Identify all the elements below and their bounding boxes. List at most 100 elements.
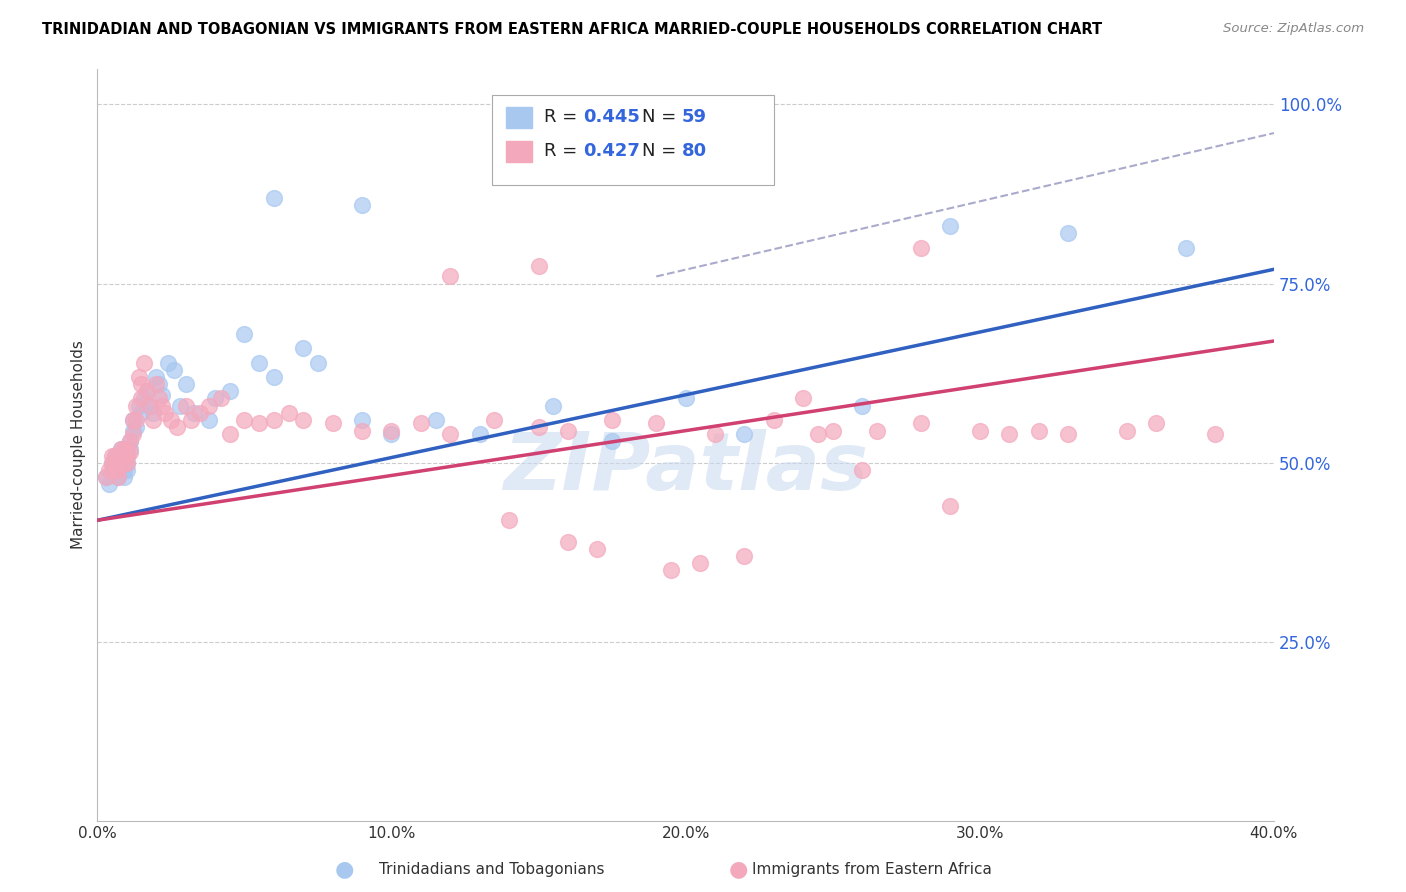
Text: 0.445: 0.445 — [583, 109, 640, 127]
Point — [851, 463, 873, 477]
Point — [174, 399, 197, 413]
Point — [96, 470, 118, 484]
Text: R =: R = — [544, 143, 583, 161]
Point — [1057, 427, 1080, 442]
Point — [118, 445, 141, 459]
Point — [136, 384, 159, 399]
Point — [115, 463, 138, 477]
Point — [139, 399, 162, 413]
Point — [96, 470, 118, 484]
Point — [104, 456, 127, 470]
Text: TRINIDADIAN AND TOBAGONIAN VS IMMIGRANTS FROM EASTERN AFRICA MARRIED-COUPLE HOUS: TRINIDADIAN AND TOBAGONIAN VS IMMIGRANTS… — [42, 22, 1102, 37]
Point — [104, 463, 127, 477]
Point — [1144, 417, 1167, 431]
Point — [128, 369, 150, 384]
Point — [307, 355, 329, 369]
Text: ●: ● — [728, 860, 748, 880]
Point — [910, 241, 932, 255]
Point — [131, 377, 153, 392]
Point — [110, 449, 132, 463]
Point — [150, 388, 173, 402]
Point — [107, 449, 129, 463]
Point — [124, 420, 146, 434]
Point — [821, 424, 844, 438]
Point — [110, 456, 132, 470]
Point — [322, 417, 344, 431]
Point — [121, 413, 143, 427]
Point — [115, 449, 138, 463]
Point — [104, 456, 127, 470]
Point — [792, 392, 814, 406]
Point — [134, 392, 156, 406]
Point — [600, 434, 623, 449]
Point — [1174, 241, 1197, 255]
Point — [166, 420, 188, 434]
Point — [527, 259, 550, 273]
Point — [352, 413, 374, 427]
Text: 59: 59 — [682, 109, 707, 127]
Point — [148, 392, 170, 406]
Point — [163, 362, 186, 376]
Point — [104, 463, 127, 477]
Point — [204, 392, 226, 406]
Point — [762, 413, 785, 427]
Point — [939, 499, 962, 513]
Point — [148, 377, 170, 392]
Point — [110, 442, 132, 456]
Point — [380, 424, 402, 438]
Point — [124, 399, 146, 413]
Point — [104, 449, 127, 463]
Point — [484, 413, 506, 427]
Point — [218, 427, 240, 442]
Point — [939, 219, 962, 234]
Point — [110, 442, 132, 456]
Point — [112, 456, 135, 470]
Point — [183, 406, 205, 420]
Text: Source: ZipAtlas.com: Source: ZipAtlas.com — [1223, 22, 1364, 36]
Point — [142, 413, 165, 427]
Point — [131, 392, 153, 406]
Point — [118, 442, 141, 456]
Point — [160, 413, 183, 427]
Point — [115, 449, 138, 463]
Point — [263, 369, 285, 384]
Text: ZIPatlas: ZIPatlas — [503, 428, 868, 507]
Point — [107, 463, 129, 477]
Point — [733, 549, 755, 563]
Point — [233, 413, 256, 427]
Point — [292, 413, 315, 427]
Point — [98, 463, 121, 477]
Point — [118, 434, 141, 449]
Point — [115, 442, 138, 456]
Point — [128, 399, 150, 413]
Point — [153, 406, 176, 420]
Point — [169, 399, 191, 413]
Point — [124, 413, 146, 427]
Point — [139, 399, 162, 413]
Point — [104, 449, 127, 463]
Point — [645, 417, 668, 431]
Point — [150, 399, 173, 413]
Point — [733, 427, 755, 442]
Point — [292, 341, 315, 355]
Point — [851, 399, 873, 413]
Point — [107, 456, 129, 470]
Point — [425, 413, 447, 427]
Point — [198, 399, 221, 413]
Point — [969, 424, 991, 438]
Point — [659, 564, 682, 578]
Point — [101, 456, 124, 470]
Point — [247, 355, 270, 369]
Point — [121, 413, 143, 427]
Point — [233, 326, 256, 341]
Point — [675, 392, 697, 406]
Point — [131, 406, 153, 420]
Point — [557, 424, 579, 438]
Point — [352, 424, 374, 438]
Text: 80: 80 — [682, 143, 707, 161]
Point — [107, 456, 129, 470]
Point — [439, 427, 461, 442]
Point — [174, 377, 197, 392]
Point — [247, 417, 270, 431]
Point — [118, 434, 141, 449]
